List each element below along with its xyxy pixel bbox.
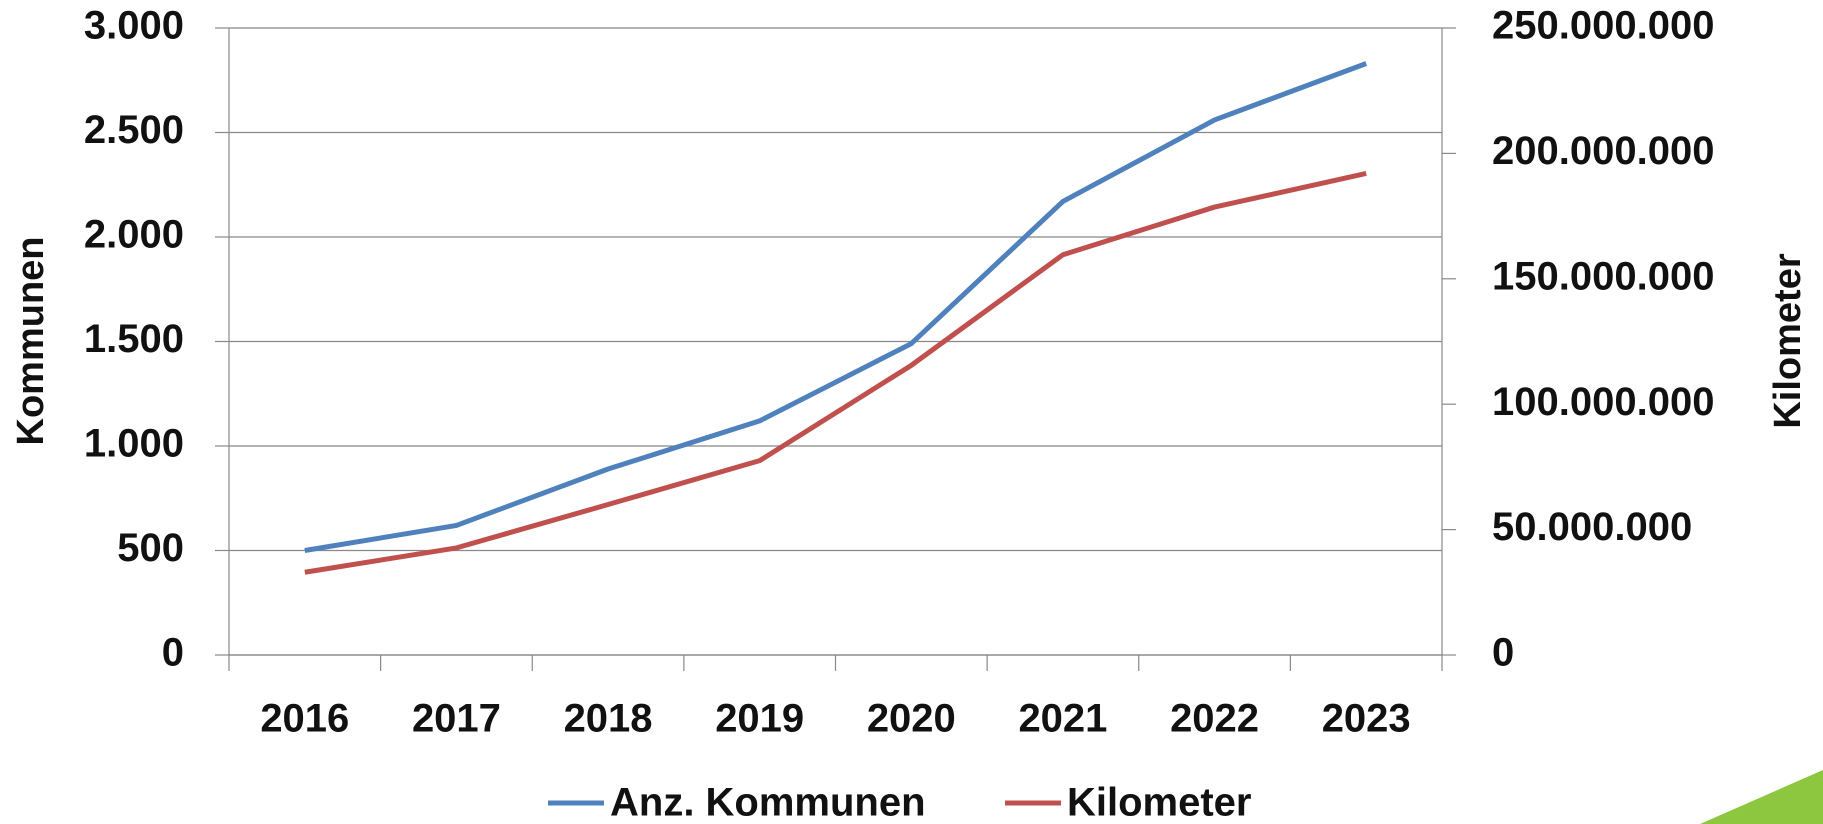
y-tick-label: 2.500	[84, 108, 184, 152]
y-tick-label: 2.000	[84, 213, 184, 257]
y2-tick-label: 0	[1492, 631, 1514, 675]
x-tick-label: 2020	[867, 697, 956, 741]
decoration	[1700, 770, 1823, 824]
y2-tick-label: 150.000.000	[1492, 254, 1714, 298]
y-tick-label: 500	[117, 526, 184, 570]
x-tick-label: 2017	[412, 697, 501, 741]
x-tick-label: 2023	[1322, 697, 1411, 741]
y-tick-label: 0	[162, 631, 184, 675]
y2-tick-label: 200.000.000	[1492, 129, 1714, 173]
legend-label: Anz. Kommunen	[610, 781, 926, 824]
y2-tick-label: 100.000.000	[1492, 380, 1714, 424]
y2-tick-label: 250.000.000	[1492, 4, 1714, 48]
x-tick-label: 2016	[260, 697, 349, 741]
x-tick-label: 2019	[715, 697, 804, 741]
y-axis-title: Kommunen	[10, 237, 52, 446]
series-line	[304, 171, 1367, 575]
x-tick-label: 2021	[1018, 697, 1107, 741]
y-tick-label: 1.500	[84, 317, 184, 361]
series-line	[304, 61, 1368, 553]
x-tick-label: 2022	[1170, 697, 1259, 741]
x-tick-label: 2018	[564, 697, 653, 741]
y2-tick-label: 50.000.000	[1492, 505, 1692, 549]
y2-axis-title: Kilometer	[1767, 253, 1809, 428]
legend-label: Kilometer	[1067, 781, 1252, 824]
y-tick-label: 1.000	[84, 422, 184, 466]
y-tick-label: 3.000	[84, 4, 184, 48]
